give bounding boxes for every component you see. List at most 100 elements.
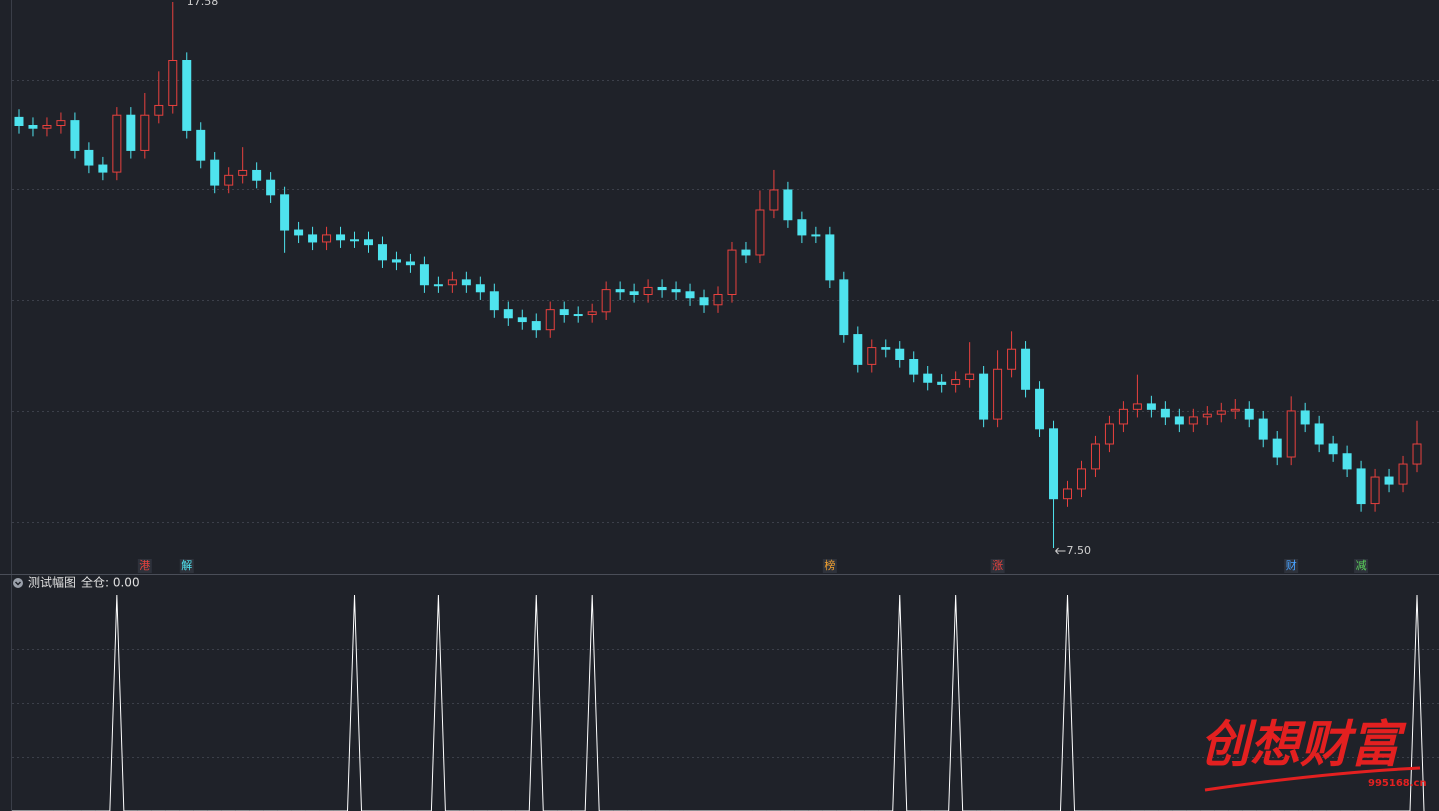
candle-body [559, 309, 569, 316]
candle-body [238, 169, 248, 176]
candle-body [587, 311, 597, 316]
candle-body [252, 169, 262, 181]
candle-body [1216, 410, 1226, 415]
candle-body [1286, 410, 1296, 458]
candle-body [657, 286, 667, 291]
candle-body [350, 239, 360, 242]
candle-body [1412, 443, 1422, 465]
candle-body [1356, 468, 1366, 505]
event-marker: 财 [1286, 558, 1297, 572]
candle-body [1090, 443, 1100, 470]
candle-body [1035, 388, 1045, 430]
candle-body [1049, 428, 1059, 500]
candle-body [405, 261, 415, 266]
indicator-spike [109, 594, 125, 811]
candle-body [629, 291, 639, 295]
watermark-title: 创想财富 [1200, 716, 1407, 774]
candle-body [1146, 403, 1156, 410]
indicator-spike [1409, 594, 1425, 811]
candle-body [825, 234, 835, 281]
candle-body [419, 264, 429, 286]
candle-body [377, 244, 387, 261]
candle-body [182, 60, 192, 131]
candle-body [531, 321, 541, 331]
candle-body [224, 174, 234, 186]
candle-body [1314, 423, 1324, 445]
candle-body [1384, 476, 1394, 485]
candle-body [741, 249, 751, 256]
annotation-arrow [1055, 547, 1066, 555]
candle-body [1398, 463, 1408, 485]
candle-body [308, 234, 318, 243]
event-marker-bg [1284, 559, 1299, 573]
candle-body [797, 219, 807, 236]
candle-body [965, 373, 975, 381]
candle-body [1370, 476, 1380, 505]
candle-body [811, 234, 821, 237]
candle-body [979, 373, 989, 420]
event-marker-bg [179, 559, 194, 573]
candle-body [475, 284, 485, 293]
candle-body [433, 284, 443, 287]
candle-body [643, 286, 653, 296]
indicator-spike [948, 594, 964, 811]
candle-body [84, 149, 94, 166]
candle-body [573, 314, 583, 317]
collapse-icon[interactable] [13, 578, 23, 588]
max-annotation: 17.58 [187, 0, 219, 8]
candle-body [755, 209, 765, 256]
indicator-spike [584, 594, 600, 811]
candle-body [783, 189, 793, 221]
indicator-spike [347, 594, 363, 811]
candle-body [1174, 416, 1184, 425]
indicator-status: 全仓: 0.00 [81, 575, 140, 590]
candle-body [70, 120, 80, 151]
candle-body [895, 348, 905, 361]
candle-body [391, 259, 401, 263]
event-marker: 解 [181, 558, 192, 572]
candle-body [909, 359, 919, 375]
candle-body [1300, 410, 1310, 425]
candle-body [615, 289, 625, 293]
watermark-swoosh [1204, 766, 1421, 792]
candle-body [1076, 468, 1086, 490]
candle-body [601, 289, 611, 313]
candle-body [839, 279, 849, 336]
candle-body [14, 116, 24, 126]
candle-body [489, 291, 499, 311]
event-marker: 港 [139, 559, 150, 572]
candle-body [685, 291, 695, 299]
event-marker-bg [1354, 559, 1369, 573]
event-marker-bg [990, 559, 1005, 573]
candle-body [447, 279, 457, 286]
event-marker: 减 [1356, 559, 1367, 572]
candle-body [140, 114, 150, 151]
candle-body [1244, 408, 1254, 420]
candle-body [853, 334, 863, 365]
candle-body [1118, 408, 1128, 425]
candle-body [1063, 488, 1073, 500]
candle-body [1230, 408, 1240, 412]
candle-body [42, 125, 52, 129]
candle-body [503, 309, 513, 319]
candle-body [266, 179, 276, 196]
event-marker: 涨 [992, 559, 1003, 572]
candle-body [1007, 348, 1017, 370]
candle-body [699, 297, 709, 306]
candle-body [713, 294, 723, 306]
event-marker-bg [137, 559, 152, 573]
candle-body [1328, 443, 1338, 455]
candle-body [1104, 423, 1114, 445]
candle-body [196, 129, 206, 161]
candle-body [1132, 403, 1142, 410]
candle-body [1188, 416, 1198, 425]
candle-body [461, 279, 471, 286]
candle-body [517, 317, 527, 323]
candle-body [951, 379, 961, 385]
candle-body [1258, 418, 1268, 440]
indicator-spike [430, 594, 446, 811]
candle-body [126, 114, 136, 151]
collapse-chevron [14, 581, 22, 586]
